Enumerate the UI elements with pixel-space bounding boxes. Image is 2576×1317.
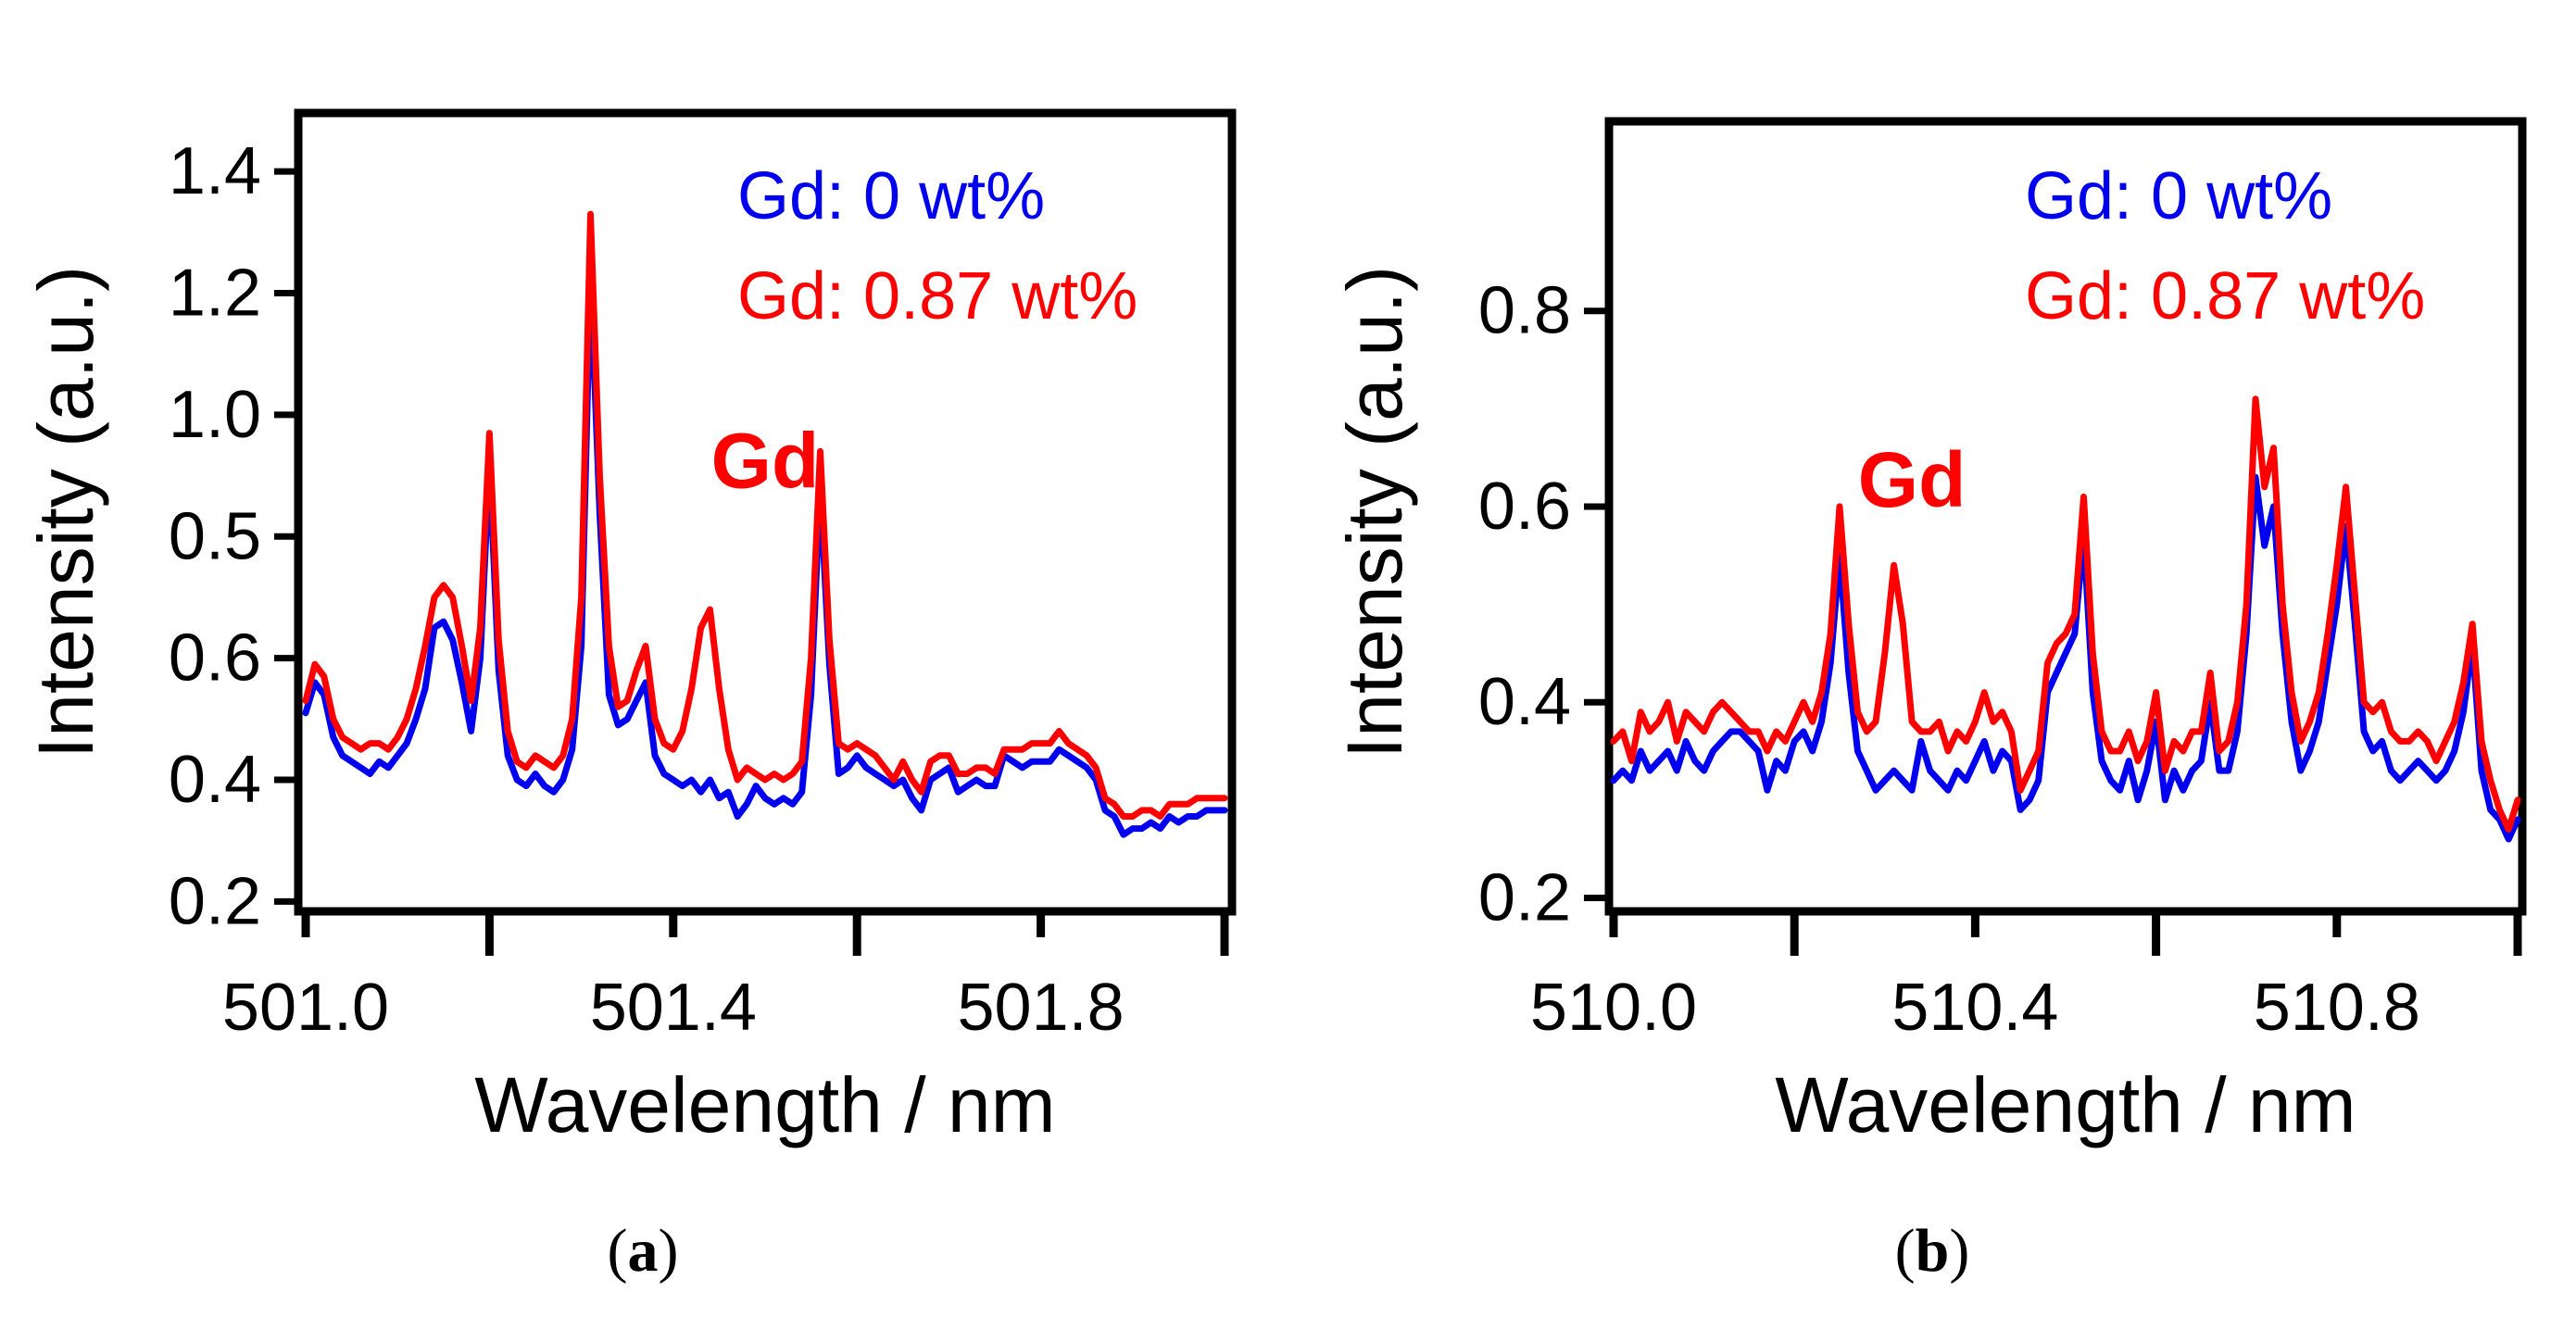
y-tick-label-a-2: 0.6 bbox=[169, 621, 261, 696]
x-axis-title-a: Wavelength / nm bbox=[474, 1061, 1055, 1148]
plot-frame-b bbox=[1604, 117, 2527, 916]
x-tick-label-a-0: 501.0 bbox=[222, 971, 389, 1045]
x-tick-label-b-0: 510.0 bbox=[1530, 971, 1697, 1045]
series-line-gd-0-a bbox=[302, 271, 1228, 838]
plot-frame-a bbox=[294, 108, 1237, 916]
x-tick-label-b-1: 510.4 bbox=[1891, 971, 2058, 1045]
gd-annotation-b: Gd bbox=[1858, 436, 1967, 523]
legend-entry-gd-087-a: Gd: 0.87 wt% bbox=[737, 259, 1137, 333]
legend-entry-gd-087-b: Gd: 0.87 wt% bbox=[2025, 259, 2425, 333]
gd-annotation-a: Gd bbox=[711, 418, 820, 505]
series-line-gd-087-b bbox=[1610, 395, 2521, 833]
panel-label-a: (a) bbox=[608, 1217, 679, 1285]
y-tick-label-a-0: 0.2 bbox=[169, 864, 261, 938]
legend-entry-gd-0-a: Gd: 0 wt% bbox=[737, 159, 1045, 233]
y-tick-label-b-1: 0.4 bbox=[1478, 665, 1571, 739]
panel-label-b: (b) bbox=[1895, 1217, 1970, 1285]
y-tick-label-a-1: 0.4 bbox=[169, 743, 261, 817]
x-tick-label-a-1: 501.4 bbox=[590, 971, 757, 1045]
y-tick-label-a-3: 0.5 bbox=[169, 499, 261, 573]
y-tick-label-b-3: 0.8 bbox=[1478, 274, 1571, 348]
panel-label-a-letter: a bbox=[628, 1217, 659, 1285]
y-axis-title-b: Intensity (a.u.) bbox=[1331, 266, 1418, 759]
chart-panel-b: 0.2 0.4 0.6 0.8 510.0 510.4 510.8 Wavele… bbox=[1331, 117, 2527, 1148]
x-tick-label-b-2: 510.8 bbox=[2254, 971, 2420, 1045]
series-line-gd-087-a bbox=[302, 210, 1228, 820]
chart-panel-a: 0.2 0.4 0.6 0.5 1.0 1.2 1.4 501.0 501.4 … bbox=[22, 108, 1237, 1148]
y-tick-label-a-6: 1.4 bbox=[169, 134, 261, 208]
panel-label-b-letter: b bbox=[1916, 1217, 1950, 1285]
x-tick-label-a-2: 501.8 bbox=[958, 971, 1125, 1045]
y-axis-title-a: Intensity (a.u.) bbox=[22, 266, 109, 759]
y-tick-label-a-4: 1.0 bbox=[169, 378, 261, 452]
series-line-gd-0-b bbox=[1610, 473, 2521, 843]
y-tick-label-b-0: 0.2 bbox=[1478, 860, 1571, 934]
y-tick-label-a-5: 1.2 bbox=[169, 257, 261, 331]
x-axis-title-b: Wavelength / nm bbox=[1775, 1061, 2356, 1148]
legend-entry-gd-0-b: Gd: 0 wt% bbox=[2025, 159, 2332, 233]
y-tick-label-b-2: 0.6 bbox=[1478, 470, 1571, 544]
